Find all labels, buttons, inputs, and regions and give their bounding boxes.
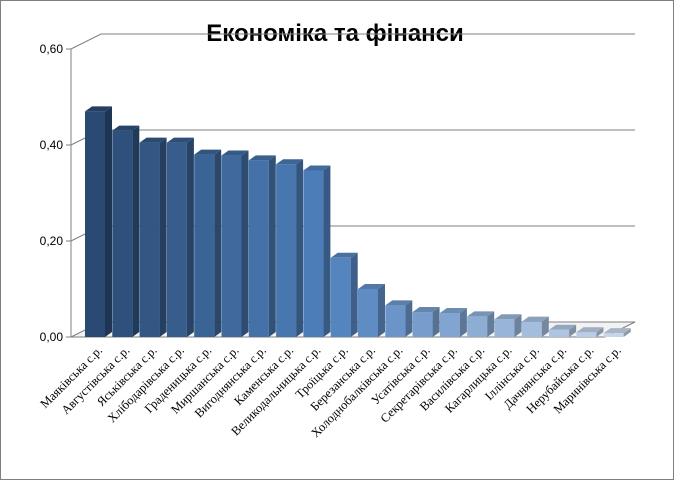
bar-front (467, 316, 488, 337)
bar-top (303, 165, 331, 171)
bar-side (241, 150, 249, 337)
bar-top (521, 316, 549, 322)
bar-front (412, 312, 433, 337)
bar-side (378, 284, 385, 337)
bar-top (221, 150, 249, 156)
bar (494, 314, 522, 337)
bar (330, 252, 358, 337)
y-tick-label: 0,20 (40, 234, 64, 248)
bar-top (276, 159, 304, 165)
y-axis-ticks: 0,00 0,20 0,40 0,60 (40, 42, 64, 344)
bar (549, 324, 577, 337)
bar-side (487, 311, 495, 337)
bar (385, 300, 413, 337)
bar (358, 284, 385, 337)
bar-front (248, 160, 269, 337)
bar (576, 327, 604, 337)
bar-top (358, 284, 385, 289)
bar-front (439, 313, 460, 337)
bar-top (603, 328, 631, 334)
bar-side (514, 314, 522, 337)
bar-top (385, 300, 413, 306)
x-axis-categories: Маяківська с.р.Августівська с.р.Яськівсь… (37, 343, 623, 440)
bar-front (139, 142, 160, 337)
bar (303, 165, 331, 337)
bar-front (358, 289, 378, 337)
bar-side (323, 165, 331, 337)
bar-side (214, 149, 222, 337)
bar-side (405, 300, 413, 337)
bar-front (603, 333, 624, 337)
bar (85, 106, 112, 338)
bar-top (576, 327, 604, 333)
y-tick-label: 0,60 (40, 42, 64, 56)
bar (521, 316, 549, 337)
bar-front (221, 155, 242, 337)
bars-layer (85, 106, 631, 338)
bar (221, 150, 249, 337)
bar-front (576, 332, 597, 337)
bar-front (112, 130, 133, 337)
bar (166, 137, 194, 337)
bar-front (85, 111, 105, 338)
bar-front (385, 305, 406, 337)
bar (112, 125, 140, 337)
bar-side (623, 328, 631, 337)
bar (139, 137, 167, 337)
bar-top (166, 137, 194, 143)
bar-top (85, 106, 112, 112)
bar-top (194, 149, 222, 155)
bar-side (596, 327, 604, 337)
y-tick-label: 0,00 (40, 330, 64, 344)
bar-top (494, 314, 522, 320)
bar-top (467, 311, 495, 317)
bar (439, 308, 467, 337)
bar-side (296, 159, 304, 337)
bar-side (186, 137, 194, 337)
bar-side (268, 155, 276, 337)
bar-top (248, 155, 276, 161)
bar-front (521, 321, 542, 337)
bar (276, 159, 304, 337)
bar-front (276, 164, 297, 337)
bar-side (541, 316, 549, 337)
bar (603, 328, 631, 337)
bar-top (549, 324, 577, 330)
y-tick-label: 0,40 (40, 138, 64, 152)
bar (412, 307, 440, 337)
bar (248, 155, 276, 337)
bar-side (569, 324, 577, 337)
bar-side (459, 308, 467, 337)
bar-front (330, 257, 351, 337)
bar-top (439, 308, 467, 313)
bar-front (549, 329, 570, 337)
bar-top (112, 125, 140, 131)
bar-side (350, 252, 358, 337)
bar-front (194, 154, 215, 337)
bar-side (159, 137, 167, 337)
bar (467, 311, 495, 337)
bar-side (432, 307, 440, 337)
bar-top (412, 307, 440, 313)
bar-top (330, 252, 358, 258)
bar-side (132, 125, 140, 337)
bar-front (166, 142, 187, 337)
bar (194, 149, 222, 337)
bar-side (105, 106, 112, 338)
bar-top (139, 137, 167, 143)
bar-front (494, 319, 515, 337)
gridline (70, 33, 635, 50)
bar-front (303, 170, 324, 337)
